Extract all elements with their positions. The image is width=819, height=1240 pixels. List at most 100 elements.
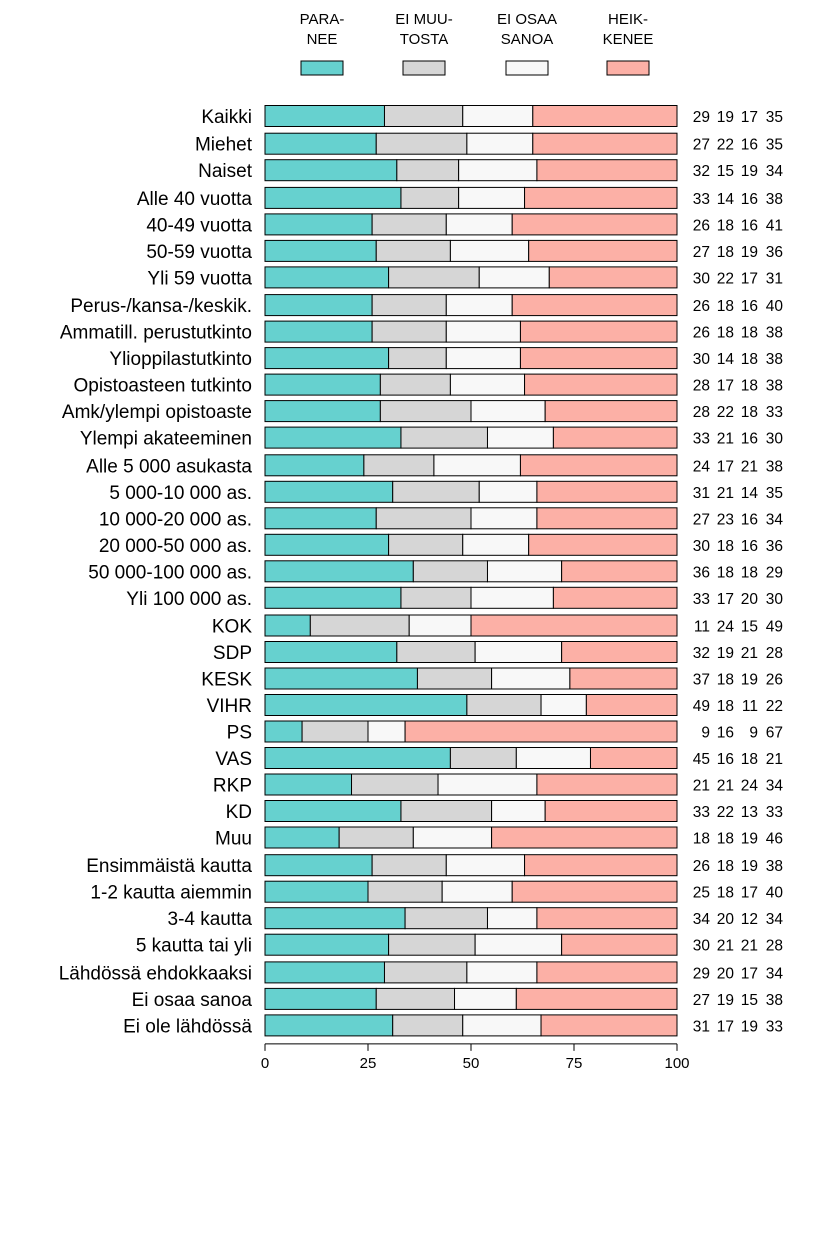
value-label: 20 (717, 911, 735, 928)
legend-label: HEIK- (608, 11, 648, 28)
value-label: 29 (693, 965, 710, 982)
legend-label: NEE (307, 31, 338, 48)
category-label: Ensimmäistä kautta (86, 856, 252, 877)
value-label: 19 (717, 645, 734, 662)
value-label: 36 (693, 564, 710, 581)
bar-segment (264, 747, 451, 769)
value-label: 21 (693, 778, 710, 795)
category-label: Ei ole lähdössä (123, 1016, 252, 1037)
bar-segment (536, 480, 678, 503)
bar-row: Amk/ylempi opistoaste 28 22 18 33 (62, 400, 783, 423)
bar-segment (392, 480, 480, 503)
value-label: 29 (693, 109, 710, 126)
value-label: 18 (717, 325, 734, 342)
category-label: 50-59 vuotta (146, 242, 252, 263)
category-label: PS (227, 723, 252, 744)
bar-segment (486, 426, 554, 449)
bar-segment (412, 826, 493, 849)
bar-segment (264, 239, 377, 262)
category-label: VAS (215, 749, 252, 770)
value-label: 32 (693, 163, 710, 180)
value-label: 27 (693, 137, 710, 154)
value-label: 20 (741, 591, 759, 608)
bar-segment (524, 854, 678, 877)
value-label: 18 (741, 564, 758, 581)
value-label: 19 (741, 163, 758, 180)
bar-row: Muu 18 18 19 46 (215, 826, 783, 850)
value-label: 16 (717, 725, 734, 742)
value-label: 22 (717, 804, 734, 821)
value-label: 17 (717, 458, 734, 475)
bar-segment (264, 533, 390, 556)
category-label: Ei osaa sanoa (132, 990, 253, 1011)
value-label: 21 (717, 431, 734, 448)
bar-row: 50 000-100 000 as. 36 18 18 29 (88, 560, 783, 583)
value-label: 18 (717, 244, 734, 261)
category-label: 5 kautta tai yli (136, 936, 252, 957)
bar-segment (396, 641, 476, 663)
bar-segment (388, 347, 447, 370)
bar-segment (536, 507, 678, 530)
value-label: 34 (766, 965, 784, 982)
bar-segment (264, 213, 373, 236)
bar-segment (536, 961, 678, 984)
value-label: 18 (717, 672, 734, 689)
value-label: 35 (766, 485, 783, 502)
value-label: 28 (693, 378, 710, 395)
value-label: 33 (766, 804, 783, 821)
bar-segment (511, 880, 678, 903)
category-label: Lähdössä ehdokkaaksi (59, 963, 252, 984)
value-label: 34 (766, 778, 784, 795)
category-label: 10 000-20 000 as. (99, 509, 252, 530)
bar-segment (519, 320, 678, 343)
bar-row: Ensimmäistä kautta 26 18 19 38 (86, 854, 783, 877)
value-label: 31 (693, 1018, 710, 1035)
value-label: 16 (741, 217, 758, 234)
bar-segment (264, 320, 373, 343)
bar-segment (264, 560, 414, 583)
value-label: 33 (693, 191, 710, 208)
bar-segment (383, 105, 464, 127)
value-label: 26 (693, 217, 710, 234)
value-label: 18 (741, 378, 758, 395)
value-label: 38 (766, 378, 783, 395)
bar-segment (470, 586, 554, 609)
bar-row: VAS 45 16 18 21 (215, 747, 783, 770)
legend-swatch (606, 60, 650, 76)
bar-segment (375, 239, 451, 262)
bar-segment (540, 694, 587, 716)
bar-segment (454, 987, 517, 1010)
value-label: 45 (693, 751, 710, 768)
value-label: 31 (766, 270, 783, 287)
bar-row: 5 000-10 000 as. 31 21 14 35 (109, 480, 783, 504)
bar-segment (445, 294, 513, 317)
bar-segment (264, 720, 303, 743)
value-label: 49 (766, 619, 783, 636)
value-label: 28 (766, 645, 783, 662)
bar-segment (375, 132, 468, 155)
bar-segment (474, 641, 563, 663)
value-label: 17 (741, 965, 758, 982)
bar-segment (264, 105, 385, 127)
bar-row: Ylioppilastutkinto 30 14 18 38 (109, 347, 783, 370)
bar-segment (264, 773, 353, 796)
bar-segment (363, 454, 435, 477)
value-label: 17 (717, 591, 734, 608)
bar-segment (264, 1014, 394, 1037)
bar-row: Ei ole lähdössä 31 17 19 33 (123, 1014, 783, 1037)
legend-label: SANOA (501, 31, 554, 48)
category-label: 40-49 vuotta (146, 215, 252, 236)
bar-segment (470, 614, 678, 637)
legend-label: EI MUU- (395, 11, 453, 28)
value-label: 15 (717, 163, 734, 180)
category-label: RKP (213, 776, 252, 797)
value-label: 11 (742, 698, 758, 715)
bar-segment (569, 667, 678, 690)
value-label: 30 (693, 270, 711, 287)
bar-segment (486, 560, 563, 583)
value-label: 21 (717, 938, 734, 955)
bar-row: Alle 40 vuotta 33 14 16 38 (137, 186, 783, 210)
bar-segment (264, 586, 402, 609)
bar-segment (548, 266, 678, 289)
